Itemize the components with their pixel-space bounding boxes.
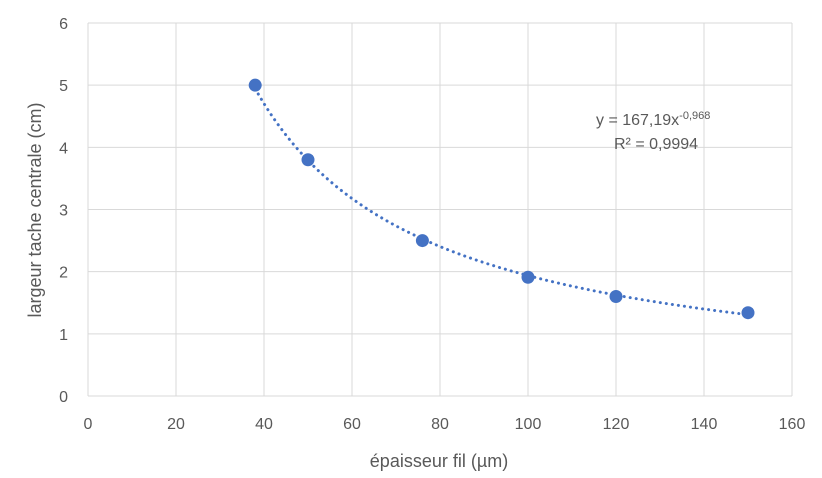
trendline-r2: R² = 0,9994 [614,136,698,153]
data-points [248,78,755,320]
y-tick-labels: 0 1 2 3 4 5 6 [59,16,68,406]
x-tick-label: 20 [167,416,185,433]
x-tick-label: 40 [255,416,273,433]
x-tick-label: 0 [84,416,93,433]
data-point [521,270,535,284]
y-tick-label: 2 [59,265,68,282]
x-tick-labels: 0 20 40 60 80 100 120 140 160 [84,416,806,433]
x-axis-title: épaisseur fil (µm) [370,451,508,471]
data-point [741,306,755,320]
y-tick-label: 0 [59,389,68,406]
x-tick-label: 160 [779,416,806,433]
y-tick-label: 3 [59,203,68,220]
trendline-equation: y = 167,19x-0,968 [596,110,710,129]
trendline-equation-main: y = 167,19x [596,112,679,129]
x-tick-label: 140 [691,416,718,433]
trendline [253,87,750,317]
data-point [609,290,623,304]
x-tick-label: 100 [515,416,542,433]
data-point [248,78,262,92]
trendline-layer [253,87,750,317]
y-tick-label: 1 [59,327,68,344]
data-point [415,234,429,248]
y-tick-label: 5 [59,78,68,95]
data-point [301,153,315,167]
y-tick-label: 6 [59,16,68,33]
y-axis-title: largeur tache centrale (cm) [25,102,45,317]
x-tick-label: 60 [343,416,361,433]
trendline-equation-exponent: -0,968 [679,110,710,122]
x-tick-label: 80 [431,416,449,433]
x-tick-label: 120 [603,416,630,433]
grid [87,22,793,397]
y-tick-label: 4 [59,140,68,157]
